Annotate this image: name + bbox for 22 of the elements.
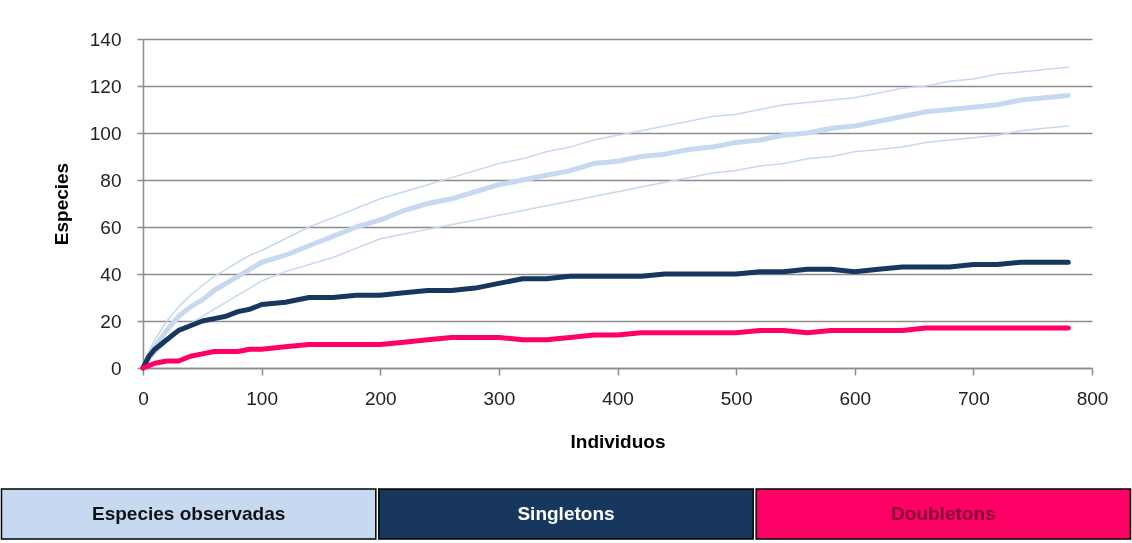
y-tick-label: 40 — [100, 263, 122, 285]
x-tick-label: 500 — [720, 387, 753, 409]
y-tick-label: 80 — [100, 169, 122, 191]
y-tick-label: 20 — [100, 310, 122, 332]
y-axis-title: Especies — [50, 162, 72, 246]
x-tick-label: 0 — [138, 387, 149, 409]
x-tick-label: 100 — [246, 387, 278, 409]
text: Doubletons — [891, 503, 996, 524]
y-tick-label: 60 — [100, 216, 122, 238]
x-tick-label: 400 — [602, 387, 634, 409]
y-tick-label: 100 — [89, 122, 122, 144]
x-tick-label: 300 — [483, 387, 516, 409]
x-tick-label: 600 — [839, 387, 872, 409]
text: Especies observadas — [92, 503, 286, 524]
text: Singletons — [517, 503, 615, 524]
x-tick-label: 200 — [364, 387, 397, 409]
y-tick-label: 120 — [89, 75, 122, 97]
x-axis-title: Individuos — [570, 430, 666, 452]
x-tick-label: 700 — [958, 387, 990, 409]
x-tick-label: 800 — [1076, 387, 1109, 409]
y-tick-label: 140 — [89, 28, 122, 50]
y-tick-label: 0 — [110, 357, 122, 379]
